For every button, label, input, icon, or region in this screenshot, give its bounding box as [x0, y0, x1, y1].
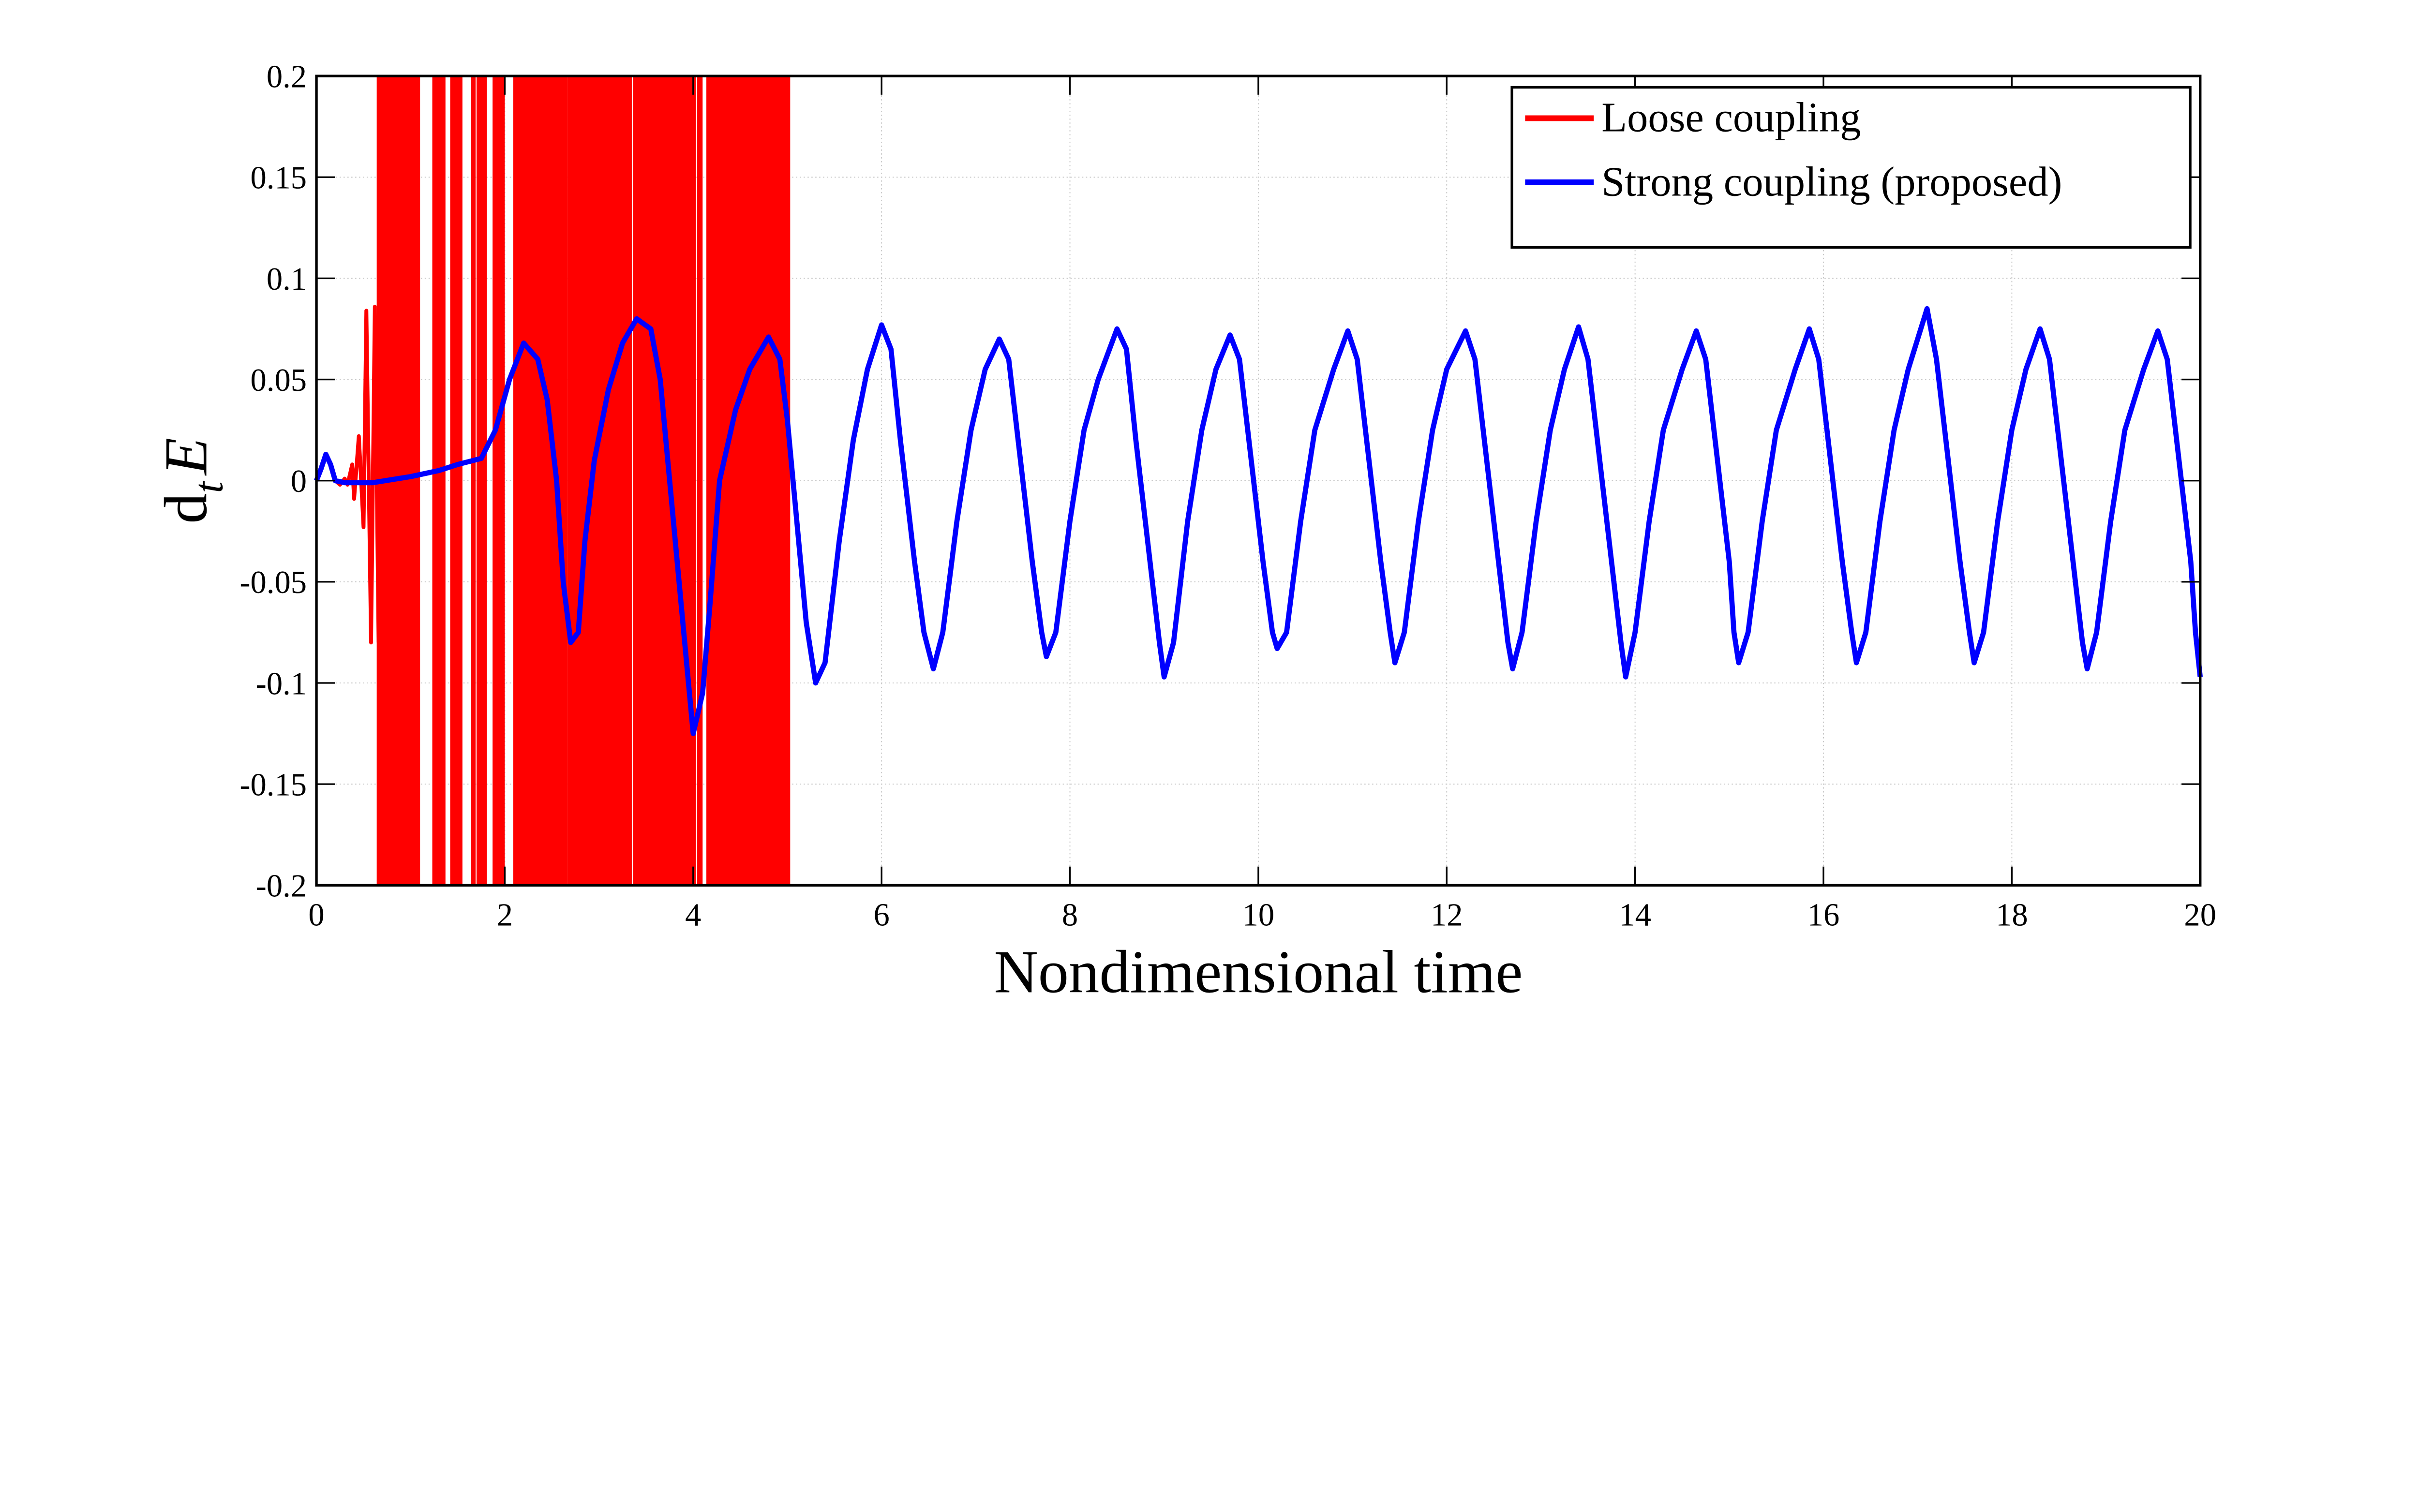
x-tick-label: 20 — [2184, 898, 2216, 933]
y-label-d: d — [152, 493, 220, 523]
loose-coupling-saturated-band — [493, 76, 505, 886]
x-tick-label: 8 — [1062, 898, 1078, 933]
x-tick-label: 12 — [1431, 898, 1463, 933]
loose-coupling-saturated-band — [450, 76, 463, 886]
loose-coupling-saturated-band — [477, 76, 487, 886]
loose-coupling-saturated-band — [697, 76, 703, 886]
ticks — [315, 75, 2201, 886]
loose-coupling-saturated-band — [567, 76, 632, 886]
y-tick-label: -0.05 — [239, 565, 307, 600]
y-tick-label: 0.05 — [251, 363, 307, 398]
y-tick-label: -0.2 — [256, 869, 307, 904]
chart: 0 2 4 6 8 10 12 14 16 18 20 0.2 0.15 0.1 0.05 0 -0.05 -0… — [152, 59, 2217, 1006]
strong-coupling-line — [314, 306, 2203, 736]
strong-coupling-series — [314, 306, 2203, 736]
svg-text:dtE: dtE — [152, 438, 231, 524]
y-tick-label: 0.1 — [267, 262, 307, 297]
y-tick-label: -0.1 — [256, 666, 307, 701]
loose-coupling-series — [314, 76, 791, 886]
x-tick-label: 18 — [1996, 898, 2028, 933]
x-tick-label: 0 — [308, 898, 324, 933]
loose-coupling-saturated-band — [633, 76, 696, 886]
legend: Loose coupling Strong coupling (proposed… — [1510, 86, 2192, 249]
x-tick-label: 10 — [1242, 898, 1275, 933]
y-tick-label: -0.15 — [239, 767, 307, 802]
x-tick-label: 4 — [685, 898, 701, 933]
loose-coupling-saturated-band — [432, 76, 446, 886]
y-axis-label: dtE — [152, 438, 231, 524]
x-tick-label: 16 — [1807, 898, 1840, 933]
y-label-variable: E — [152, 438, 220, 476]
x-tick-label: 14 — [1619, 898, 1651, 933]
y-tick-label: 0 — [291, 464, 307, 499]
x-tick-label: 6 — [874, 898, 890, 933]
y-tick-label: 0.2 — [267, 59, 307, 94]
loose-coupling-saturated-band — [471, 76, 476, 886]
legend-label-loose: Loose coupling — [1601, 94, 1861, 141]
loose-coupling-saturated-band — [513, 76, 568, 886]
legend-label-strong: Strong coupling (proposed) — [1601, 158, 2062, 205]
y-label-subscript: t — [185, 480, 232, 493]
legend-box — [1510, 86, 2192, 249]
x-tick-label: 2 — [497, 898, 513, 933]
y-tick-label: 0.15 — [251, 161, 307, 196]
x-axis-label: Nondimensional time — [994, 938, 1523, 1006]
x-tick-labels: 0 2 4 6 8 10 12 14 16 18 20 — [308, 898, 2216, 933]
y-tick-labels: 0.2 0.15 0.1 0.05 0 -0.05 -0.1 -0.15 -0.2 — [239, 59, 307, 904]
